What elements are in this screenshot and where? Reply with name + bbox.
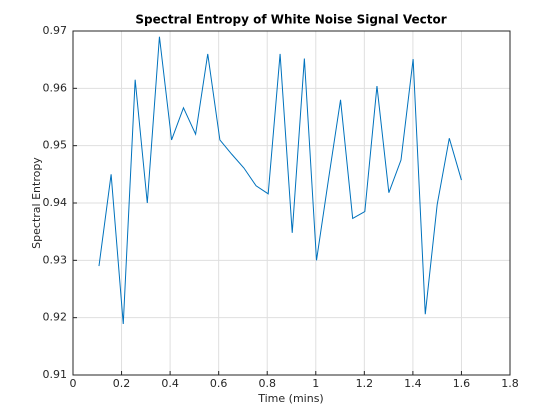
x-tick-label: 1.2 xyxy=(356,377,374,390)
y-tick-label: 0.96 xyxy=(43,81,68,94)
x-tick-label: 0 xyxy=(70,377,77,390)
y-axis-label: Spectral Entropy xyxy=(30,157,43,249)
axes-box xyxy=(72,30,511,376)
y-tick-label: 0.94 xyxy=(43,196,68,209)
x-tick-label: 0.2 xyxy=(113,377,131,390)
y-tick-label: 0.97 xyxy=(43,24,68,37)
chart-title: Spectral Entropy of White Noise Signal V… xyxy=(135,13,446,27)
y-tick-label: 0.91 xyxy=(43,368,68,381)
y-tick-label: 0.93 xyxy=(43,253,68,266)
x-tick-label: 0.4 xyxy=(161,377,179,390)
y-tick-label: 0.95 xyxy=(43,139,68,152)
x-tick-label: 1.6 xyxy=(453,377,471,390)
x-tick-label: 1 xyxy=(312,377,319,390)
y-tick-label: 0.92 xyxy=(43,311,68,324)
x-tick-label: 1.8 xyxy=(501,377,519,390)
data-line xyxy=(98,36,462,325)
x-axis-label: Time (mins) xyxy=(257,392,323,405)
x-tick-label: 0.8 xyxy=(258,377,276,390)
x-tick-label: 1.4 xyxy=(404,377,422,390)
x-tick-label: 0.6 xyxy=(210,377,228,390)
